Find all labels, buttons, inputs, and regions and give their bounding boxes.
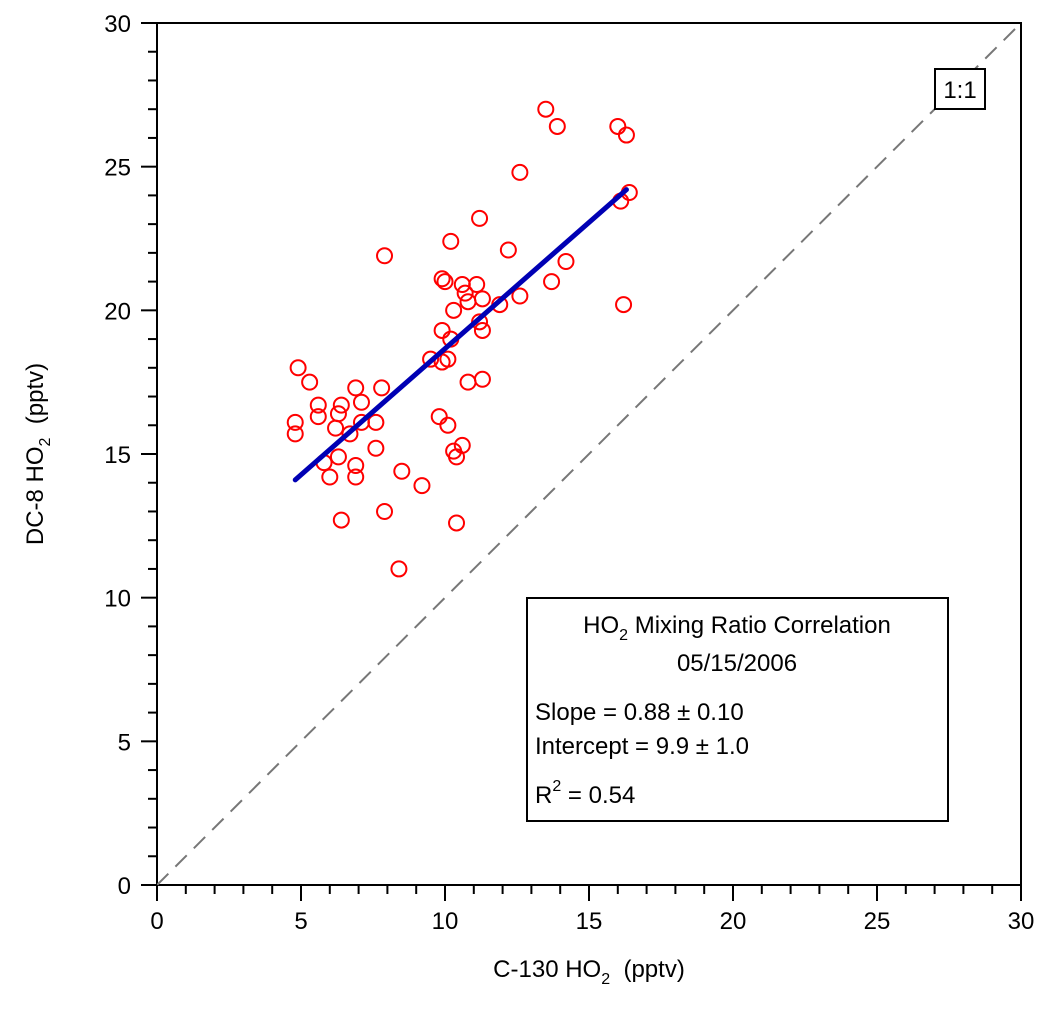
data-point	[329, 448, 347, 466]
data-point	[511, 163, 529, 181]
data-point	[367, 413, 385, 431]
data-point	[456, 284, 474, 302]
data-point	[329, 405, 347, 423]
data-point	[376, 502, 394, 520]
data-point	[615, 296, 633, 314]
one-to-one-line	[156, 22, 1022, 886]
stats-box: HO2 Mixing Ratio Correlation 05/15/2006 …	[526, 597, 949, 822]
data-point	[617, 126, 635, 144]
data-point	[609, 117, 627, 135]
x-tick-label: 25	[864, 908, 891, 935]
data-point	[453, 436, 471, 454]
tick-layer: 0 5 10 15 20 25 30 0 5 10 15 20 25 30	[104, 11, 1034, 935]
stats-date: 05/15/2006	[677, 650, 797, 677]
data-point	[309, 408, 327, 426]
data-point	[537, 100, 555, 118]
y-tick-label: 20	[104, 298, 131, 325]
svg-text:1:1: 1:1	[943, 77, 976, 104]
data-point	[439, 350, 457, 368]
data-point	[376, 247, 394, 265]
data-point	[459, 293, 477, 311]
data-point	[413, 477, 431, 495]
data-point	[448, 514, 466, 532]
data-point	[468, 275, 486, 293]
data-point	[390, 560, 408, 578]
data-point	[459, 373, 477, 391]
data-point	[433, 270, 451, 288]
stats-intercept: Intercept = 9.9 ± 1.0	[535, 733, 749, 760]
data-point	[473, 290, 491, 308]
data-point	[442, 232, 460, 250]
data-point	[422, 350, 440, 368]
y-tick-label: 25	[104, 155, 131, 182]
x-tick-label: 15	[576, 908, 603, 935]
data-point	[436, 273, 454, 291]
data-point	[347, 456, 365, 474]
data-point	[439, 416, 457, 434]
x-tick-label: 0	[150, 908, 163, 935]
data-point	[499, 241, 517, 259]
data-point	[471, 209, 489, 227]
data-point	[332, 511, 350, 529]
data-point	[433, 321, 451, 339]
y-axis-title: DC-8 HO2 (pptv)	[22, 363, 54, 545]
x-tick-label: 30	[1008, 908, 1035, 935]
data-point	[367, 439, 385, 457]
fit-line-layer	[292, 187, 629, 483]
data-point	[430, 408, 448, 426]
data-point	[301, 373, 319, 391]
data-point	[321, 468, 339, 486]
y-tick-label: 30	[104, 11, 131, 38]
data-point	[309, 396, 327, 414]
data-point	[473, 370, 491, 388]
data-point	[352, 393, 370, 411]
data-point	[332, 396, 350, 414]
data-point	[341, 425, 359, 443]
y-tick-label: 0	[118, 873, 131, 900]
data-point	[453, 275, 471, 293]
data-point	[347, 379, 365, 397]
data-point	[445, 301, 463, 319]
stats-r2: R2 = 0.54	[535, 778, 635, 809]
data-point	[373, 379, 391, 397]
y-tick-label: 10	[104, 586, 131, 613]
x-tick-label: 10	[432, 908, 459, 935]
data-point	[327, 419, 345, 437]
y-tick-label: 15	[104, 442, 131, 469]
y-tick-label: 5	[118, 729, 131, 756]
data-point	[286, 413, 304, 431]
data-point	[286, 425, 304, 443]
reference-line-layer	[156, 22, 1022, 886]
data-point	[347, 468, 365, 486]
data-point	[511, 287, 529, 305]
data-point	[548, 117, 566, 135]
data-point	[289, 359, 307, 377]
points-layer	[286, 100, 638, 578]
x-axis-title: C-130 HO2 (pptv)	[493, 956, 685, 988]
data-point	[543, 273, 561, 291]
data-point	[473, 321, 491, 339]
data-point	[393, 462, 411, 480]
x-tick-label: 5	[294, 908, 307, 935]
data-point	[557, 252, 575, 270]
stats-title: HO2 Mixing Ratio Correlation	[583, 612, 891, 644]
stats-slope: Slope = 0.88 ± 0.10	[535, 699, 744, 726]
one-to-one-label: 1:1	[934, 68, 986, 110]
x-tick-label: 20	[720, 908, 747, 935]
regression-line	[292, 187, 629, 483]
